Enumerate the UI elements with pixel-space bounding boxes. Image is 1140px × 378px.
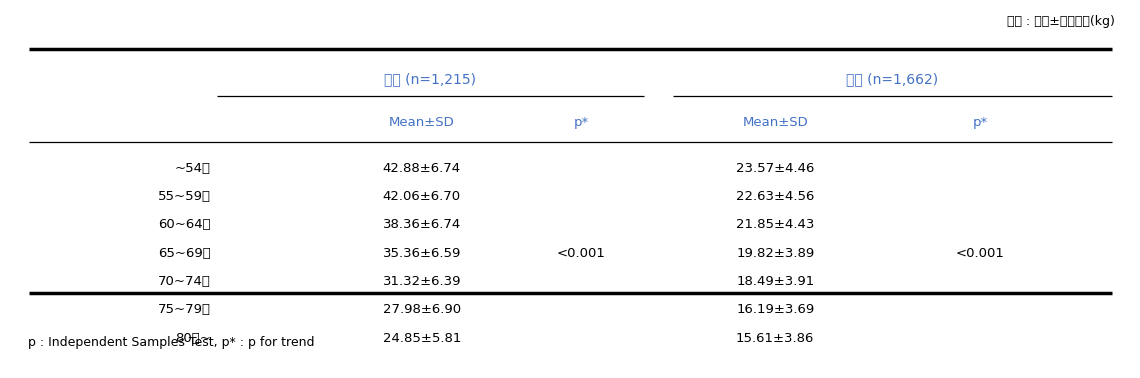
Text: p*: p* — [972, 116, 988, 129]
Text: 16.19±3.69: 16.19±3.69 — [736, 304, 814, 316]
Text: p*: p* — [573, 116, 589, 129]
Text: 21.85±4.43: 21.85±4.43 — [736, 218, 814, 231]
Text: 22.63±4.56: 22.63±4.56 — [736, 190, 814, 203]
Text: 24.85±5.81: 24.85±5.81 — [383, 332, 461, 345]
Text: <0.001: <0.001 — [557, 247, 605, 260]
Text: 55~59세: 55~59세 — [158, 190, 211, 203]
Text: 42.06±6.70: 42.06±6.70 — [383, 190, 461, 203]
Text: 18.49±3.91: 18.49±3.91 — [736, 275, 814, 288]
Text: 38.36±6.74: 38.36±6.74 — [383, 218, 461, 231]
Text: 단위 : 평균±표준편차(kg): 단위 : 평균±표준편차(kg) — [1007, 15, 1115, 28]
Text: 65~69세: 65~69세 — [158, 247, 211, 260]
Text: 남자 (n=1,215): 남자 (n=1,215) — [384, 72, 477, 87]
Text: 60~64세: 60~64세 — [158, 218, 211, 231]
Text: 80세~: 80세~ — [176, 332, 211, 345]
Text: 27.98±6.90: 27.98±6.90 — [383, 304, 461, 316]
Text: 42.88±6.74: 42.88±6.74 — [383, 162, 461, 175]
Text: <0.001: <0.001 — [956, 247, 1004, 260]
Text: p : Independent Samples Test, p* : p for trend: p : Independent Samples Test, p* : p for… — [28, 336, 315, 349]
Text: ~54세: ~54세 — [174, 162, 211, 175]
Text: 31.32±6.39: 31.32±6.39 — [383, 275, 461, 288]
Text: 여자 (n=1,662): 여자 (n=1,662) — [846, 72, 938, 87]
Text: 35.36±6.59: 35.36±6.59 — [383, 247, 461, 260]
Text: 70~74세: 70~74세 — [158, 275, 211, 288]
Text: Mean±SD: Mean±SD — [389, 116, 455, 129]
Text: 19.82±3.89: 19.82±3.89 — [736, 247, 814, 260]
Text: Mean±SD: Mean±SD — [742, 116, 808, 129]
Text: 15.61±3.86: 15.61±3.86 — [736, 332, 814, 345]
Text: 75~79세: 75~79세 — [158, 304, 211, 316]
Text: 23.57±4.46: 23.57±4.46 — [736, 162, 814, 175]
